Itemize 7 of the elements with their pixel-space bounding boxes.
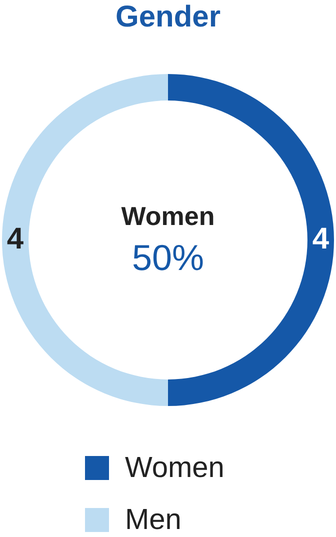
chart-title: Gender	[115, 0, 221, 34]
text: Women	[121, 201, 215, 232]
data-label: 4	[6, 222, 24, 256]
legend-label: Women	[125, 452, 224, 484]
text: 50%	[132, 236, 204, 278]
data-label: 4	[312, 222, 330, 256]
legend-label: Men	[125, 504, 182, 536]
